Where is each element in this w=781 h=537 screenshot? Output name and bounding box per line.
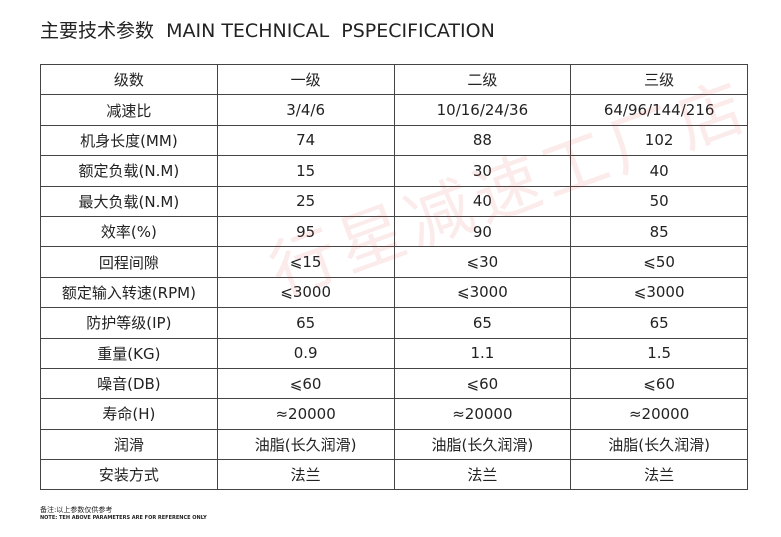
table-cell: 65 <box>216 307 395 339</box>
note: NOTE: TEH ABOVE PARAMETERS ARE FOR REFER… <box>40 515 207 521</box>
table-cell: 回程间隙 <box>40 246 218 278</box>
table-cell: ⩽15 <box>216 246 395 278</box>
table-cell: 法兰 <box>393 459 572 491</box>
table-row: 寿命(H) ≈20000 ≈20000 ≈20000 <box>40 398 748 430</box>
table-cell: ⩽30 <box>393 246 572 278</box>
table-row: 噪音(DB) ⩽60 ⩽60 ⩽60 <box>40 367 748 400</box>
table-row: 机身长度(MM) 74 88 102 <box>40 124 748 157</box>
table-cell: 重量(KG) <box>40 337 218 369</box>
table-cell: 65 <box>570 307 748 339</box>
table-cell: 50 <box>570 185 748 217</box>
table-cell: ≈20000 <box>393 398 572 430</box>
table-cell: 最大负载(N.M) <box>40 185 218 217</box>
table-cell: 一级 <box>216 63 395 96</box>
table-cell: 油脂(长久润滑) <box>570 428 748 461</box>
table-cell: 油脂(长久润滑) <box>216 428 395 461</box>
table-row: 额定输入转速(RPM) ⩽3000 ⩽3000 ⩽3000 <box>40 276 748 309</box>
table-cell: 64/96/144/216 <box>570 94 748 126</box>
table-cell: ≈20000 <box>216 398 395 430</box>
table-cell: 10/16/24/36 <box>393 94 572 126</box>
table-cell: 65 <box>393 307 572 339</box>
table-row: 减速比 3/4/6 10/16/24/36 64/96/144/216 <box>40 94 748 126</box>
table-cell: 15 <box>216 155 395 187</box>
table-cell: 三级 <box>570 63 748 96</box>
table-cell: 额定输入转速(RPM) <box>40 276 218 309</box>
table-cell: 润滑 <box>40 428 218 461</box>
table-cell: 95 <box>216 215 395 248</box>
table-cell: 法兰 <box>570 459 748 491</box>
table-cell: 1.5 <box>570 337 748 369</box>
table-cell: 噪音(DB) <box>40 367 218 400</box>
table-cell: 25 <box>216 185 395 217</box>
table-cell: ⩽3000 <box>393 276 572 309</box>
table-row: 安装方式 法兰 法兰 法兰 <box>40 459 748 491</box>
title: 主要技术参数 MAIN TECHNICAL PSPECIFICATION <box>40 20 495 42</box>
table-cell: 寿命(H) <box>40 398 218 430</box>
table-cell: 减速比 <box>40 94 218 126</box>
table-cell: 30 <box>393 155 572 187</box>
table-cell: ⩽60 <box>216 367 395 400</box>
table-cell: 40 <box>393 185 572 217</box>
table-cell: 102 <box>570 124 748 157</box>
table-cell: ⩽3000 <box>216 276 395 309</box>
table-cell: 88 <box>393 124 572 157</box>
table-cell: 90 <box>393 215 572 248</box>
table-row: 最大负载(N.M) 25 40 50 <box>40 185 748 217</box>
table-row: 防护等级(IP) 65 65 65 <box>40 307 748 339</box>
table-cell: 法兰 <box>216 459 395 491</box>
table-cell: ≈20000 <box>570 398 748 430</box>
table-cell: 安装方式 <box>40 459 218 491</box>
table-row: 重量(KG) 0.9 1.1 1.5 <box>40 337 748 369</box>
table-row: 额定负载(N.M) 15 30 40 <box>40 155 748 187</box>
table-cell: 85 <box>570 215 748 248</box>
table-cell: 二级 <box>393 63 572 96</box>
table-cell: ⩽60 <box>393 367 572 400</box>
table-cell: ⩽3000 <box>570 276 748 309</box>
table-cell: 额定负载(N.M) <box>40 155 218 187</box>
table-cell: 0.9 <box>216 337 395 369</box>
table-cell: 3/4/6 <box>216 94 395 126</box>
table-cell: 1.1 <box>393 337 572 369</box>
table-cell: 效率(%) <box>40 215 218 248</box>
table-cell: ⩽50 <box>570 246 748 278</box>
table-cell: 74 <box>216 124 395 157</box>
table-row: 效率(%) 95 90 85 <box>40 215 748 248</box>
spec-table: 级数 一级 二级 三级 减速比 3/4/6 10/16/24/36 64/96/144/216… <box>40 63 748 491</box>
table-row: 级数 一级 二级 三级 <box>40 63 748 96</box>
table-cell: 油脂(长久润滑) <box>393 428 572 461</box>
table-cell: 40 <box>570 155 748 187</box>
table-cell: 机身长度(MM) <box>40 124 218 157</box>
table-cell: 防护等级(IP) <box>40 307 218 339</box>
note: 备注:以上参数仅供参考 <box>40 506 113 514</box>
table-cell: ⩽60 <box>570 367 748 400</box>
table-cell: 级数 <box>40 63 218 96</box>
table-row: 回程间隙 ⩽15 ⩽30 ⩽50 <box>40 246 748 278</box>
table-row: 润滑 油脂(长久润滑) 油脂(长久润滑) 油脂(长久润滑) <box>40 428 748 461</box>
